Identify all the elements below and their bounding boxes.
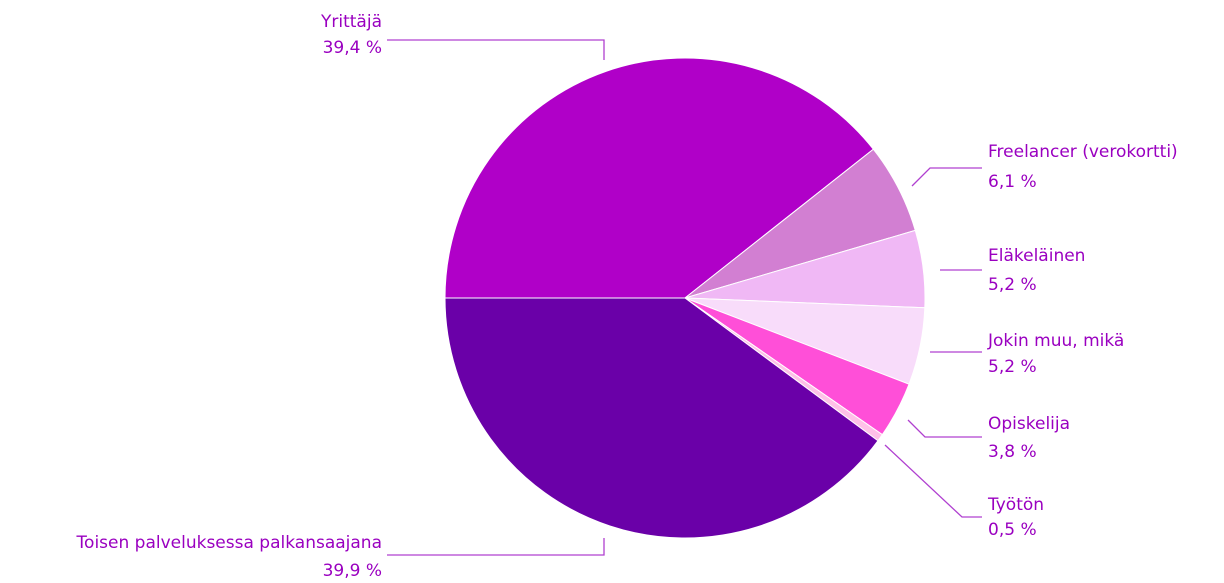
slice-value-label: 5,2 % <box>988 357 1037 377</box>
leader-line <box>907 419 982 438</box>
slice-label: Työtön <box>987 495 1044 515</box>
slice-value-label: 3,8 % <box>988 442 1037 462</box>
slice-value-label: 0,5 % <box>988 520 1037 540</box>
slice-label: Opiskelija <box>988 414 1070 434</box>
pie-slice <box>444 57 875 299</box>
leader-line <box>387 39 605 60</box>
slice-label: Yrittäjä <box>320 12 382 32</box>
leader-line <box>911 167 982 187</box>
slice-label: Jokin muu, mikä <box>987 331 1124 351</box>
pie-slice <box>444 297 879 539</box>
slice-value-label: 39,9 % <box>323 561 382 581</box>
slice-value-label: 39,4 % <box>323 38 382 58</box>
leader-line <box>884 444 982 518</box>
slice-label: Eläkeläinen <box>988 246 1085 266</box>
slice-value-label: 5,2 % <box>988 275 1037 295</box>
slice-label: Freelancer (verokortti) <box>988 142 1178 162</box>
slice-label: Toisen palveluksessa palkansaajana <box>76 533 382 553</box>
leader-line <box>387 538 605 556</box>
slice-value-label: 6,1 % <box>988 172 1037 192</box>
